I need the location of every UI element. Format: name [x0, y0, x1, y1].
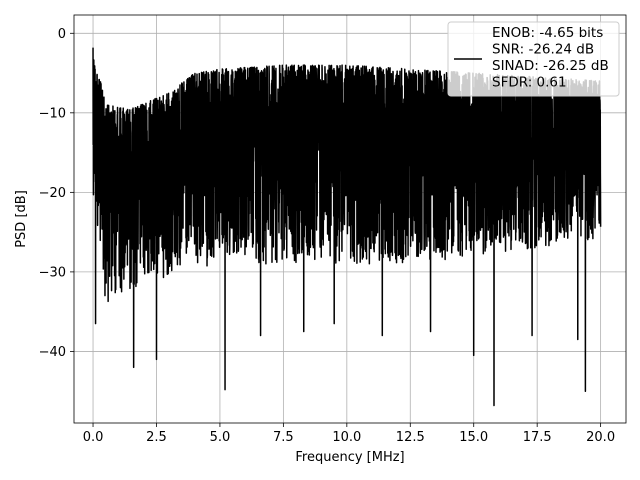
x-tick-label: 0.0 [83, 430, 104, 445]
y-axis-label: PSD [dB] [14, 190, 29, 248]
legend-entry-enob: ENOB: -4.65 bits [492, 25, 603, 41]
legend-entry-sinad: SINAD: -26.25 dB [492, 58, 609, 74]
x-tick-label: 7.5 [273, 430, 294, 445]
plot-area [92, 47, 602, 407]
x-tick-label: 15.0 [459, 430, 488, 445]
y-tick-label: −30 [39, 265, 66, 280]
y-tick-label: −10 [39, 106, 66, 121]
x-tick-label: 20.0 [586, 430, 615, 445]
legend-entry-snr: SNR: -26.24 dB [492, 42, 594, 58]
x-tick-label: 5.0 [210, 430, 231, 445]
legend-entry-sfdr: SFDR: 0.61 [492, 75, 567, 91]
x-tick-label: 17.5 [523, 430, 552, 445]
legend-box [447, 21, 620, 97]
plot-frame [73, 14, 627, 424]
x-axis-label: Frequency [MHz] [295, 450, 404, 465]
y-tick-label: 0 [58, 27, 66, 42]
x-tick-label: 12.5 [396, 430, 425, 445]
psd-series-line [92, 47, 602, 407]
axis-ticks: 0.0 2.5 5.0 7.5 10.0 12.5 15.0 17.5 20.0 0 −10 −20 −… [39, 27, 616, 445]
legend: ENOB: -4.65 bits SNR: -26.24 dB SINAD: -… [447, 21, 620, 97]
y-tick-label: −40 [39, 345, 66, 360]
y-tick-label: −20 [39, 186, 66, 201]
x-tick-label: 2.5 [146, 430, 167, 445]
x-tick-label: 10.0 [332, 430, 361, 445]
